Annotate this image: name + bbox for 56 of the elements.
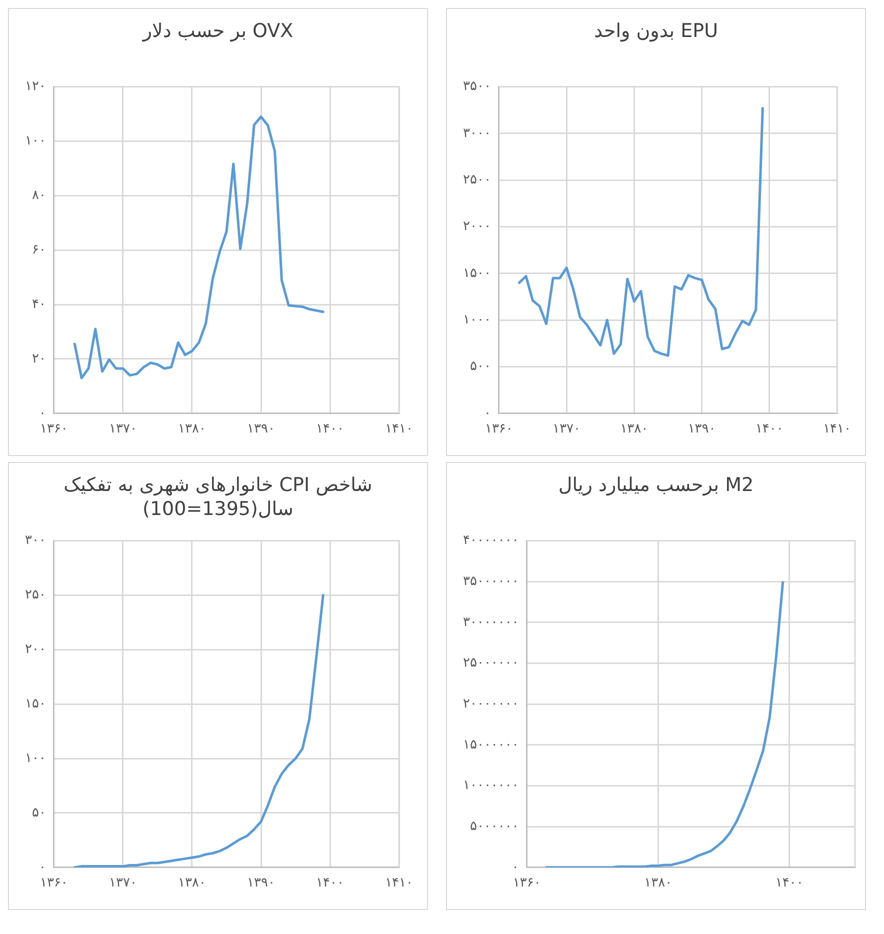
y-tick-label: ۲۵۰۰: [462, 172, 491, 188]
x-tick-label: ۱۳۸۰: [620, 422, 648, 437]
y-tick-label: ۲۰: [32, 351, 46, 366]
y-tick-label: ۵۰۰۰۰۰۰: [470, 818, 519, 834]
y-tick-label: ۰: [38, 406, 46, 421]
y-tick-label: ۳۰۰: [24, 533, 46, 548]
y-tick-label: ۵۰۰: [470, 359, 491, 374]
y-tick-label: ۱۵۰: [24, 696, 46, 712]
x-tick-label: ۱۳۹۰: [247, 422, 275, 437]
y-tick-label: ۲۵۰: [24, 588, 46, 603]
y-tick-label: ۰: [38, 860, 46, 875]
x-tick-label: ۱۳۹۰: [688, 422, 716, 437]
y-tick-label: ۱۰۰۰۰۰۰۰: [463, 778, 519, 794]
x-tick-label: ۱۳۶۰: [484, 422, 513, 437]
y-tick-label: ۵۰: [32, 805, 46, 820]
y-tick-label: ۸۰: [32, 188, 46, 204]
x-tick-label: ۱۳۸۰: [644, 876, 672, 891]
x-tick-label: ۱۴۰۰: [316, 876, 344, 891]
y-tick-label: ۳۵۰۰۰۰۰۰: [463, 574, 519, 589]
y-tick-label: ۳۰۰۰: [462, 126, 491, 141]
y-tick-label: ۱۲۰: [24, 79, 46, 94]
y-tick-label: ۰: [512, 860, 519, 875]
x-tick-label: ۱۴۰۰: [316, 422, 344, 437]
x-tick-label: ۱۴۰۰: [755, 422, 784, 437]
x-tick-label: ۱۳۷۰: [108, 876, 137, 891]
chart-title: شاخص CPI خانوارهای شهری به تفکیک سال(1395=100): [62, 473, 374, 522]
y-tick-label: ۳۰۰۰۰۰۰۰: [463, 614, 519, 630]
x-tick-label: ۱۳۷۰: [552, 422, 581, 437]
y-tick-label: ۰: [484, 406, 491, 421]
x-tick-label: ۱۴۱۰: [385, 422, 414, 437]
y-tick-label: ۴۰: [32, 296, 46, 312]
chart-title: M2 برحسب میلیارد ریال: [557, 473, 755, 498]
x-tick-label: ۱۳۹۰: [247, 876, 275, 891]
chart-title: EPU بدون واحد: [592, 19, 720, 44]
y-tick-label: ۲۰۰۰۰۰۰۰: [463, 696, 519, 712]
y-tick-label: ۴۰۰۰۰۰۰۰: [463, 533, 519, 548]
y-tick-label: ۳۵۰۰: [462, 79, 491, 94]
y-tick-label: ۲۵۰۰۰۰۰۰: [463, 656, 519, 671]
y-tick-label: ۱۵۰۰: [462, 266, 491, 281]
x-tick-label: ۱۳۸۰: [178, 422, 206, 437]
x-tick-label: ۱۳۷۰: [108, 422, 137, 437]
x-tick-label: ۱۳۸۰: [178, 876, 206, 891]
y-tick-label: ۱۰۰: [24, 750, 46, 766]
chart-title: OVX بر حسب دلار: [141, 19, 294, 44]
x-tick-label: ۱۴۱۰: [823, 422, 852, 437]
x-tick-label: ۱۳۶۰: [40, 422, 68, 437]
y-tick-label: ۶۰: [32, 242, 46, 258]
x-tick-label: ۱۳۶۰: [40, 876, 68, 891]
y-tick-label: ۲۰۰۰: [462, 219, 491, 234]
y-tick-label: ۱۰۰: [24, 134, 46, 149]
x-tick-label: ۱۴۰۰: [775, 876, 804, 891]
x-tick-label: ۱۴۱۰: [385, 876, 414, 891]
y-tick-label: ۲۰۰: [24, 642, 46, 658]
x-tick-label: ۱۳۶۰: [512, 876, 541, 891]
y-tick-label: ۱۰۰۰: [462, 312, 491, 328]
y-tick-label: ۱۵۰۰۰۰۰۰: [463, 737, 519, 752]
